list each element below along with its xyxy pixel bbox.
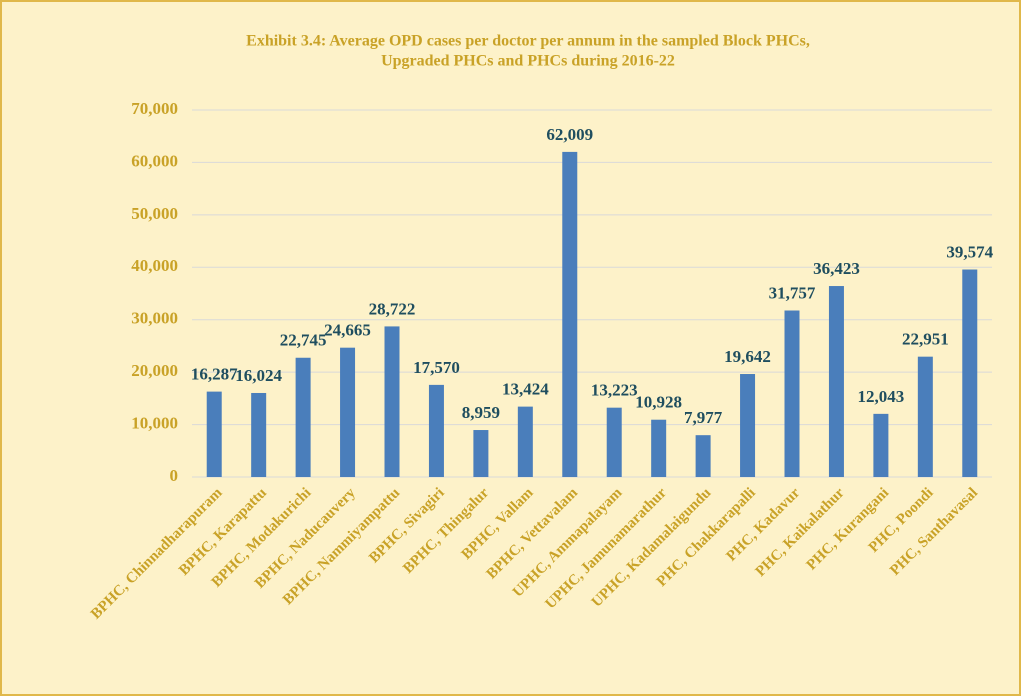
chart-title: Upgraded PHCs and PHCs during 2016-22 — [381, 53, 675, 70]
bar — [295, 357, 311, 477]
data-label: 16,287 — [191, 365, 238, 384]
data-label: 7,977 — [684, 408, 723, 427]
bar — [517, 406, 533, 477]
y-tick-label: 40,000 — [131, 256, 178, 275]
data-label: 31,757 — [769, 283, 816, 302]
bar — [206, 391, 222, 477]
data-label: 22,745 — [280, 331, 327, 350]
bar — [695, 435, 711, 477]
data-label: 17,570 — [413, 358, 460, 377]
y-tick-label: 20,000 — [131, 361, 178, 380]
bar — [384, 326, 400, 477]
data-label: 62,009 — [546, 125, 593, 144]
chart-title: Exhibit 3.4: Average OPD cases per docto… — [246, 33, 810, 50]
bar — [251, 392, 267, 477]
data-label: 12,043 — [858, 387, 905, 406]
bar — [740, 374, 756, 477]
data-label: 24,665 — [324, 321, 371, 340]
data-label: 8,959 — [462, 403, 500, 422]
bar — [917, 356, 933, 477]
bar — [962, 269, 978, 477]
y-tick-label: 60,000 — [131, 151, 178, 170]
y-tick-label: 10,000 — [131, 413, 178, 432]
bar — [606, 407, 622, 477]
bar — [651, 419, 667, 477]
data-label: 13,223 — [591, 381, 638, 400]
y-tick-label: 0 — [170, 466, 179, 485]
data-label: 16,024 — [235, 366, 282, 385]
data-label: 36,423 — [813, 259, 860, 278]
bar — [828, 286, 844, 477]
data-label: 39,574 — [946, 242, 993, 261]
data-label: 19,642 — [724, 347, 771, 366]
y-tick-label: 70,000 — [131, 99, 178, 118]
y-tick-label: 50,000 — [131, 204, 178, 223]
bar — [873, 413, 889, 477]
data-label: 13,424 — [502, 380, 549, 399]
bar — [428, 384, 444, 477]
bar — [784, 310, 800, 477]
data-label: 28,722 — [369, 299, 416, 318]
bar — [562, 151, 578, 477]
y-tick-label: 30,000 — [131, 309, 178, 328]
bar — [473, 430, 489, 477]
bar — [340, 347, 356, 477]
data-label: 22,951 — [902, 330, 949, 349]
data-label: 10,928 — [635, 393, 682, 412]
